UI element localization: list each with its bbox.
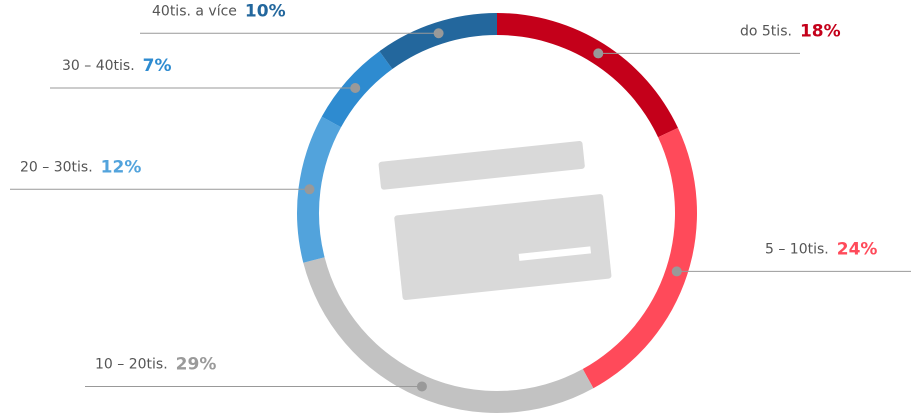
leader-dot xyxy=(593,48,604,59)
donut-segment xyxy=(303,257,594,413)
donut-segment xyxy=(297,116,342,263)
leader-dot xyxy=(304,184,315,195)
donut-segment xyxy=(582,127,697,389)
category-label: 30 – 40tis. xyxy=(62,58,135,74)
card-body xyxy=(394,194,612,300)
segment-label: do 5tis. 18% xyxy=(740,21,841,41)
value-label: 24% xyxy=(837,239,878,259)
category-label: 40tis. a více xyxy=(152,3,237,19)
leader-dot xyxy=(433,28,444,39)
segment-label: 5 – 10tis. 24% xyxy=(765,239,877,259)
leader-dot xyxy=(416,381,427,392)
category-label: do 5tis. xyxy=(740,23,792,39)
card-icon xyxy=(378,140,612,300)
value-label: 12% xyxy=(101,157,142,177)
category-label: 5 – 10tis. xyxy=(765,241,829,257)
segment-label: 10 – 20tis. 29% xyxy=(95,354,216,374)
donut-segment xyxy=(497,13,678,138)
segment-label: 30 – 40tis. 7% xyxy=(62,56,172,76)
value-label: 10% xyxy=(245,1,286,21)
category-label: 10 – 20tis. xyxy=(95,356,168,372)
card-top xyxy=(378,140,585,190)
segment-label: 20 – 30tis. 12% xyxy=(20,157,141,177)
value-label: 7% xyxy=(143,56,172,76)
category-label: 20 – 30tis. xyxy=(20,159,93,175)
leader-dot xyxy=(671,266,682,277)
value-label: 18% xyxy=(800,21,841,41)
value-label: 29% xyxy=(176,354,217,374)
leader-dot xyxy=(350,83,361,94)
card-stripe xyxy=(518,246,592,261)
segment-label: 40tis. a více 10% xyxy=(152,1,286,21)
donut-segment xyxy=(379,13,497,69)
